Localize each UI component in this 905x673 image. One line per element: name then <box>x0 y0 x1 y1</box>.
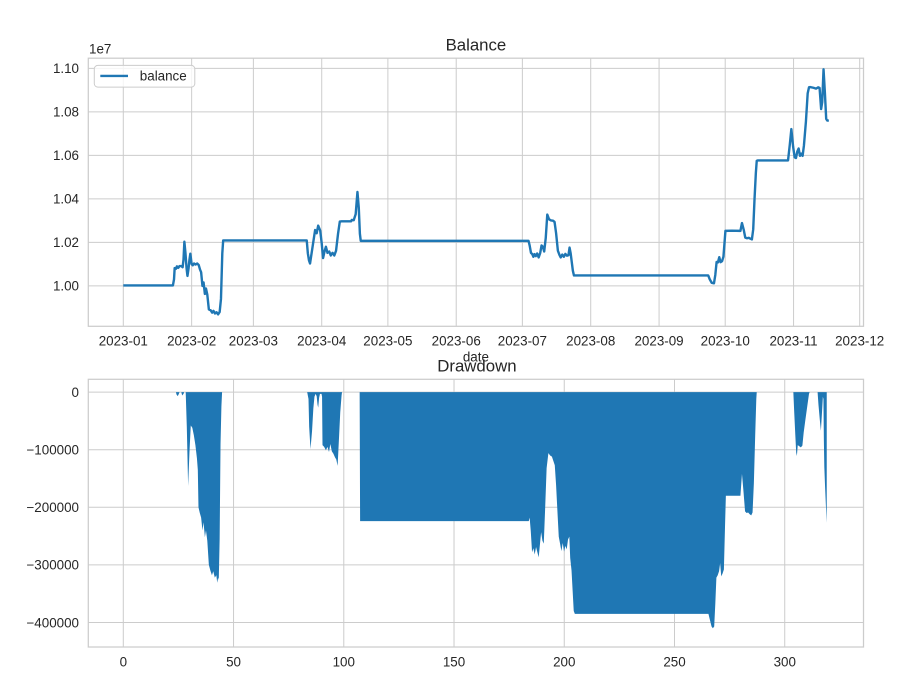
svg-text:0: 0 <box>72 385 79 400</box>
svg-text:2023-11: 2023-11 <box>769 334 817 349</box>
svg-text:2023-07: 2023-07 <box>498 334 547 349</box>
svg-text:2023-05: 2023-05 <box>363 334 412 349</box>
svg-text:Drawdown: Drawdown <box>437 356 516 375</box>
svg-text:2023-09: 2023-09 <box>634 334 683 349</box>
svg-text:1.04: 1.04 <box>53 192 80 207</box>
svg-text:1.06: 1.06 <box>53 148 79 163</box>
svg-text:2023-12: 2023-12 <box>835 334 884 349</box>
svg-text:1.08: 1.08 <box>53 105 79 120</box>
svg-text:150: 150 <box>443 655 465 670</box>
svg-text:−300000: −300000 <box>26 558 79 573</box>
svg-text:2023-10: 2023-10 <box>701 334 750 349</box>
svg-text:250: 250 <box>663 655 685 670</box>
svg-text:1.00: 1.00 <box>53 279 79 294</box>
svg-text:1.02: 1.02 <box>53 235 79 250</box>
svg-text:1e7: 1e7 <box>89 41 111 56</box>
svg-text:200: 200 <box>553 655 575 670</box>
svg-text:300: 300 <box>774 655 796 670</box>
svg-text:Balance: Balance <box>446 35 507 54</box>
svg-text:2023-03: 2023-03 <box>229 334 278 349</box>
svg-text:50: 50 <box>226 655 241 670</box>
svg-text:−200000: −200000 <box>26 500 79 515</box>
svg-text:1.10: 1.10 <box>53 61 79 76</box>
svg-text:2023-04: 2023-04 <box>297 334 347 349</box>
svg-text:−400000: −400000 <box>26 615 79 630</box>
svg-text:2023-02: 2023-02 <box>167 334 216 349</box>
svg-text:0: 0 <box>120 655 127 670</box>
svg-text:100: 100 <box>333 655 355 670</box>
svg-text:2023-06: 2023-06 <box>432 334 481 349</box>
svg-text:balance: balance <box>140 69 187 84</box>
svg-text:−100000: −100000 <box>26 443 79 458</box>
svg-text:2023-08: 2023-08 <box>566 334 615 349</box>
svg-text:date: date <box>463 350 489 365</box>
svg-text:2023-01: 2023-01 <box>99 334 148 349</box>
